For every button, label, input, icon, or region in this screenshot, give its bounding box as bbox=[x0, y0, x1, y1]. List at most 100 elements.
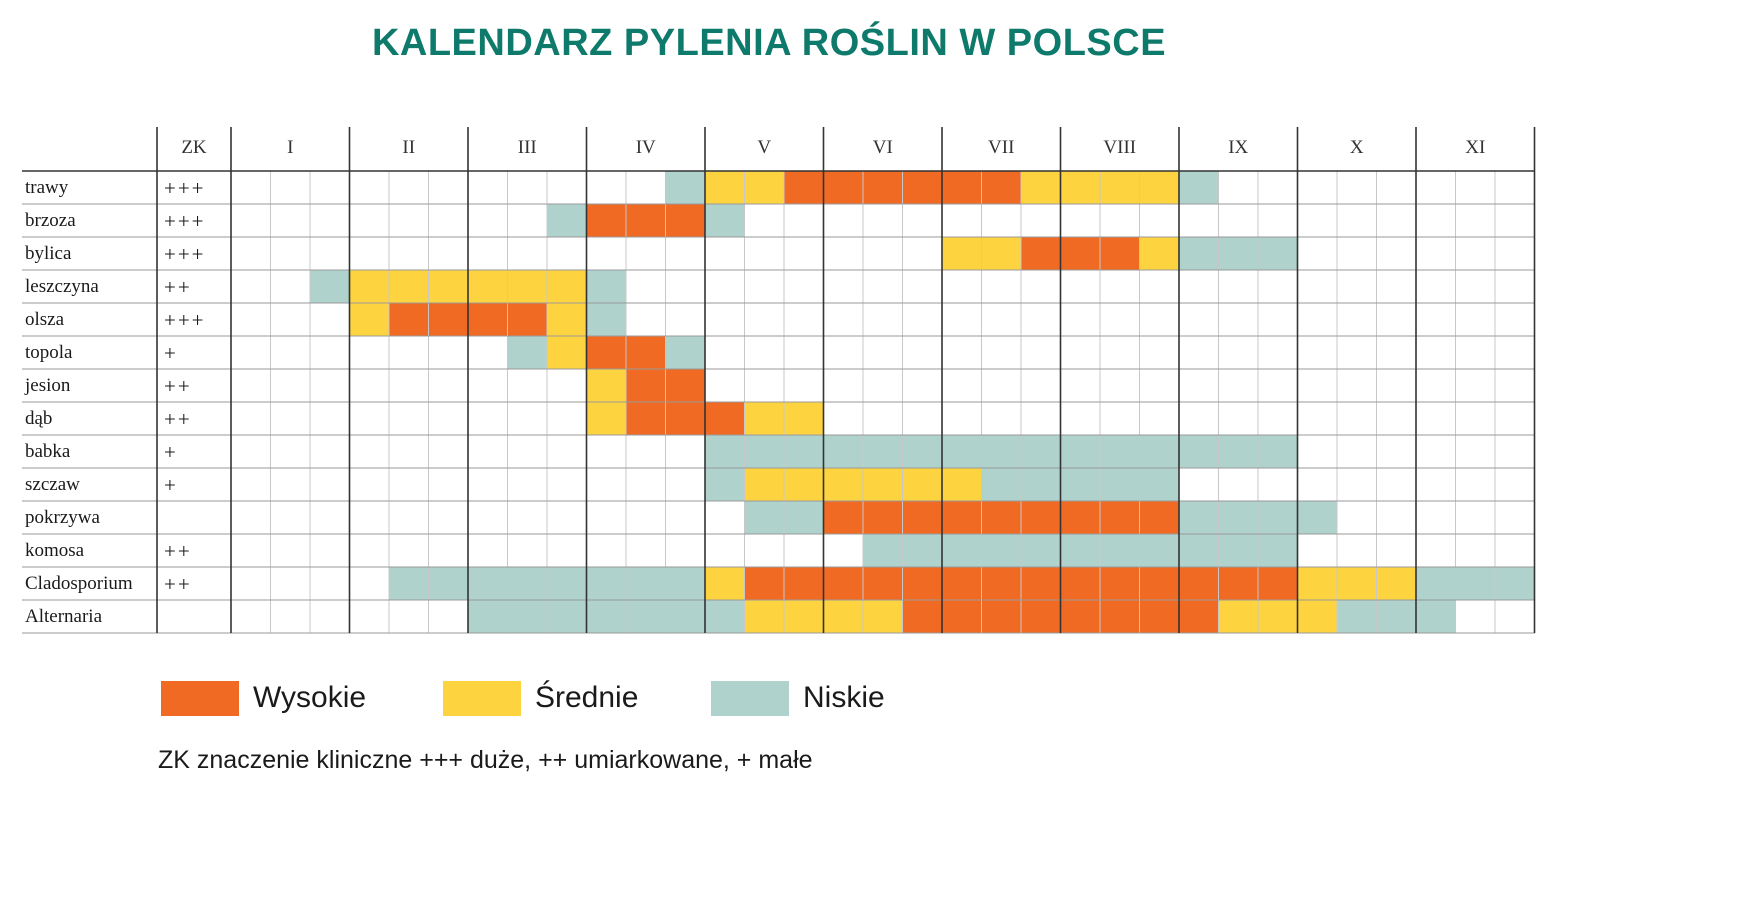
cell-babka-24 bbox=[1139, 434, 1180, 469]
cell-alternaria-31 bbox=[1415, 599, 1456, 634]
cell-babka-25 bbox=[1178, 434, 1219, 469]
cell-topola-21 bbox=[1020, 335, 1061, 370]
cell-leszczyna-11 bbox=[625, 269, 666, 304]
cell-babka-8 bbox=[507, 434, 548, 469]
cell-komosa-7 bbox=[467, 533, 508, 568]
cell-leszczyna-6 bbox=[428, 269, 469, 304]
cell-brzoza-19 bbox=[941, 203, 982, 238]
cell-bylica-2 bbox=[270, 236, 311, 271]
cell-olsza-12 bbox=[665, 302, 706, 337]
cell-olsza-19 bbox=[941, 302, 982, 337]
cell-brzoza-21 bbox=[1020, 203, 1061, 238]
zk-value-szczaw: + bbox=[164, 473, 178, 497]
cell-dąb-30 bbox=[1376, 401, 1417, 436]
cell-brzoza-16 bbox=[823, 203, 864, 238]
cell-topola-23 bbox=[1099, 335, 1140, 370]
cell-komosa-24 bbox=[1139, 533, 1180, 568]
cell-babka-21 bbox=[1020, 434, 1061, 469]
cell-cladosporium-18 bbox=[902, 566, 943, 601]
cell-szczaw-29 bbox=[1336, 467, 1377, 502]
cell-trawy-14 bbox=[744, 170, 785, 205]
cell-szczaw-11 bbox=[625, 467, 666, 502]
plant-name-komosa: komosa bbox=[25, 540, 85, 561]
cell-alternaria-33 bbox=[1494, 599, 1535, 634]
cell-pokrzywa-18 bbox=[902, 500, 943, 535]
cell-szczaw-10 bbox=[586, 467, 627, 502]
cell-olsza-18 bbox=[902, 302, 943, 337]
cell-cladosporium-3 bbox=[309, 566, 350, 601]
cell-leszczyna-30 bbox=[1376, 269, 1417, 304]
cell-dąb-10 bbox=[586, 401, 627, 436]
plant-name-babka: babka bbox=[25, 441, 71, 462]
cell-olsza-31 bbox=[1415, 302, 1456, 337]
cell-brzoza-23 bbox=[1099, 203, 1140, 238]
cell-leszczyna-13 bbox=[704, 269, 745, 304]
cell-jesion-6 bbox=[428, 368, 469, 403]
cell-olsza-2 bbox=[270, 302, 311, 337]
cell-komosa-19 bbox=[941, 533, 982, 568]
month-label-VIII: VIII bbox=[1103, 137, 1136, 158]
cell-dąb-4 bbox=[349, 401, 390, 436]
cell-komosa-31 bbox=[1415, 533, 1456, 568]
cell-bylica-5 bbox=[388, 236, 429, 271]
cell-pokrzywa-17 bbox=[862, 500, 903, 535]
cell-dąb-25 bbox=[1178, 401, 1219, 436]
plant-name-topola: topola bbox=[25, 342, 73, 363]
cell-pokrzywa-19 bbox=[941, 500, 982, 535]
cell-topola-6 bbox=[428, 335, 469, 370]
cell-alternaria-24 bbox=[1139, 599, 1180, 634]
cell-dąb-27 bbox=[1257, 401, 1298, 436]
zk-header: ZK bbox=[181, 137, 207, 158]
cell-leszczyna-24 bbox=[1139, 269, 1180, 304]
cell-szczaw-32 bbox=[1455, 467, 1496, 502]
cell-szczaw-12 bbox=[665, 467, 706, 502]
cell-leszczyna-15 bbox=[783, 269, 824, 304]
cell-alternaria-13 bbox=[704, 599, 745, 634]
cell-leszczyna-12 bbox=[665, 269, 706, 304]
cell-babka-28 bbox=[1297, 434, 1338, 469]
cell-bylica-33 bbox=[1494, 236, 1535, 271]
plant-name-pokrzywa: pokrzywa bbox=[25, 507, 100, 528]
cell-trawy-18 bbox=[902, 170, 943, 205]
cell-olsza-6 bbox=[428, 302, 469, 337]
zk-value-bylica: +++ bbox=[164, 242, 206, 266]
cell-dąb-21 bbox=[1020, 401, 1061, 436]
cell-topola-11 bbox=[625, 335, 666, 370]
cell-dąb-16 bbox=[823, 401, 864, 436]
cell-alternaria-16 bbox=[823, 599, 864, 634]
cell-jesion-14 bbox=[744, 368, 785, 403]
cell-olsza-25 bbox=[1178, 302, 1219, 337]
cell-leszczyna-32 bbox=[1455, 269, 1496, 304]
cell-pokrzywa-21 bbox=[1020, 500, 1061, 535]
cell-cladosporium-7 bbox=[467, 566, 508, 601]
cell-cladosporium-2 bbox=[270, 566, 311, 601]
cell-jesion-1 bbox=[230, 368, 271, 403]
cell-trawy-5 bbox=[388, 170, 429, 205]
cell-komosa-13 bbox=[704, 533, 745, 568]
cell-dąb-9 bbox=[546, 401, 587, 436]
cell-szczaw-20 bbox=[981, 467, 1022, 502]
cell-szczaw-33 bbox=[1494, 467, 1535, 502]
cell-olsza-27 bbox=[1257, 302, 1298, 337]
cell-trawy-7 bbox=[467, 170, 508, 205]
cell-alternaria-20 bbox=[981, 599, 1022, 634]
cell-trawy-3 bbox=[309, 170, 350, 205]
cell-szczaw-25 bbox=[1178, 467, 1219, 502]
cell-alternaria-26 bbox=[1218, 599, 1259, 634]
cell-szczaw-24 bbox=[1139, 467, 1180, 502]
plant-name-dąb: dąb bbox=[25, 408, 52, 429]
cell-alternaria-9 bbox=[546, 599, 587, 634]
legend-item-medium: Średnie bbox=[443, 680, 638, 716]
cell-topola-18 bbox=[902, 335, 943, 370]
cell-alternaria-17 bbox=[862, 599, 903, 634]
cell-babka-3 bbox=[309, 434, 350, 469]
cell-babka-16 bbox=[823, 434, 864, 469]
cell-babka-20 bbox=[981, 434, 1022, 469]
cell-alternaria-23 bbox=[1099, 599, 1140, 634]
cell-topola-13 bbox=[704, 335, 745, 370]
cell-szczaw-31 bbox=[1415, 467, 1456, 502]
cell-alternaria-10 bbox=[586, 599, 627, 634]
cell-babka-32 bbox=[1455, 434, 1496, 469]
cell-babka-31 bbox=[1415, 434, 1456, 469]
cell-jesion-29 bbox=[1336, 368, 1377, 403]
